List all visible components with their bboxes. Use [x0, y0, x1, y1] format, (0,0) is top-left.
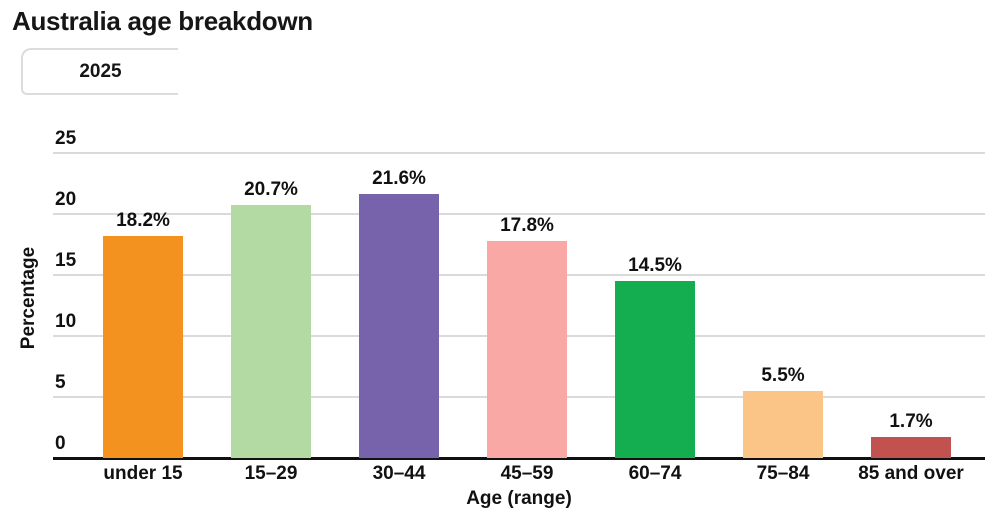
x-tick-label: 60–74 [628, 463, 682, 484]
x-axis-title: Age (range) [466, 488, 572, 509]
gridline [53, 213, 985, 215]
gridline [53, 152, 985, 154]
y-tick-label: 5 [55, 372, 66, 393]
bar-value-label: 17.8% [500, 214, 554, 236]
x-tick-label: 15–29 [244, 463, 298, 484]
bar [487, 240, 567, 458]
bar [359, 194, 439, 458]
year-filter-chip[interactable]: 2025 [21, 48, 178, 95]
y-tick-label: 20 [55, 189, 77, 210]
bar-value-label: 1.7% [889, 411, 933, 433]
bar [615, 281, 695, 458]
x-axis-baseline [53, 457, 985, 460]
x-tick-label: 45–59 [500, 463, 554, 484]
year-filter-label: 2025 [79, 60, 122, 82]
bar-value-label: 21.6% [372, 168, 426, 190]
bar-value-label: 18.2% [116, 209, 170, 231]
bar-value-label: 14.5% [628, 255, 682, 277]
x-tick-label: under 15 [103, 463, 183, 484]
chart-title: Australia age breakdown [12, 6, 313, 36]
x-tick-label: 85 and over [858, 463, 964, 484]
bar [871, 437, 951, 458]
bar [743, 390, 823, 458]
y-axis-title: Percentage [18, 246, 39, 350]
bar [231, 205, 311, 458]
y-tick-label: 15 [55, 250, 77, 271]
x-tick-label: 30–44 [372, 463, 426, 484]
bar-value-label: 5.5% [761, 364, 805, 386]
x-tick-label: 75–84 [756, 463, 810, 484]
plot-area: 0 5 10 15 20 25 18.2% 20.7% 21.6% 17.8% 14.5% 5.5% 1… [53, 120, 985, 460]
y-tick-label: 10 [55, 311, 77, 332]
y-tick-label: 0 [55, 433, 66, 454]
bar [103, 235, 183, 458]
y-tick-label: 25 [55, 128, 77, 149]
bar-value-label: 20.7% [244, 179, 298, 201]
